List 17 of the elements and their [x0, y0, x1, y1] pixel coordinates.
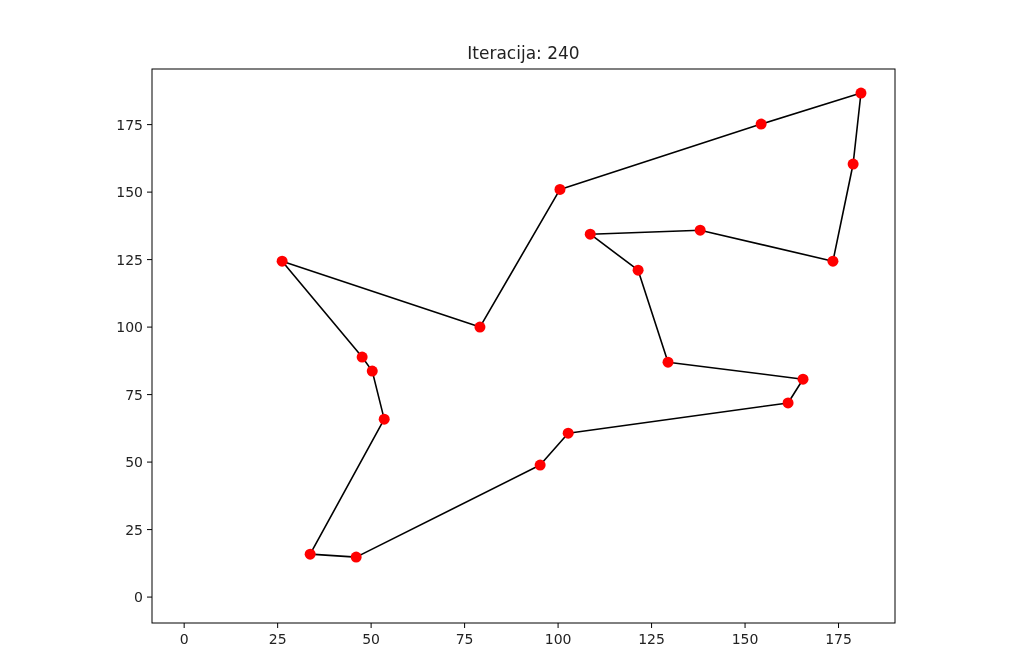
y-tick-label: 100 — [116, 319, 143, 336]
x-tick-label: 175 — [825, 631, 852, 647]
x-tick-label: 150 — [731, 631, 759, 647]
x-tick-label: 100 — [544, 631, 572, 647]
y-tick-label: 0 — [134, 589, 143, 606]
chart-title: Iteracija: 240 — [467, 43, 580, 63]
x-tick-label: 25 — [268, 631, 287, 647]
x-tick-label: 125 — [638, 631, 665, 647]
y-tick-label: 25 — [125, 521, 143, 538]
x-tick-label: 75 — [455, 631, 474, 647]
y-tick-label: 175 — [116, 116, 143, 133]
y-tick-label: 50 — [125, 454, 143, 471]
y-tick-label: 150 — [116, 184, 143, 201]
y-tick-label: 125 — [116, 251, 143, 268]
x-tick-label: 50 — [362, 631, 381, 647]
y-tick-label: 75 — [125, 386, 143, 403]
x-tick-label: 0 — [179, 631, 189, 647]
